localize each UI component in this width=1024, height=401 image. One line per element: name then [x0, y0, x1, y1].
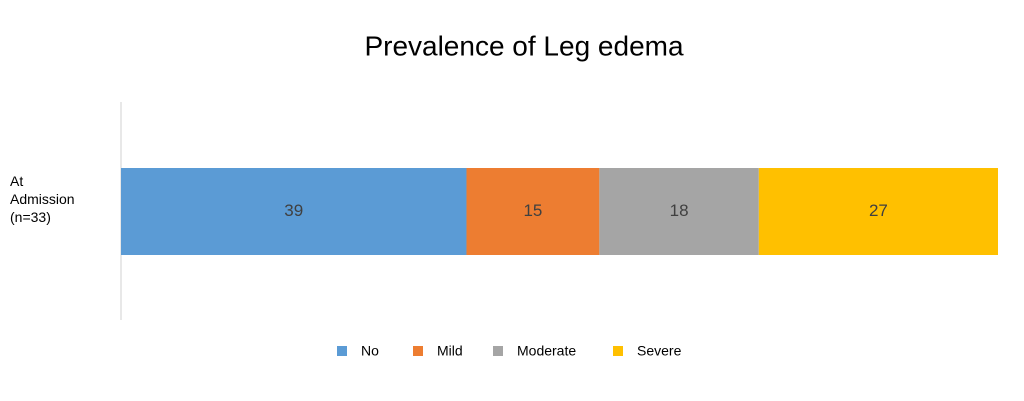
legend-label: Severe	[637, 343, 682, 359]
data-label: 27	[869, 201, 888, 220]
bar-segment	[599, 168, 759, 255]
data-label: 18	[670, 201, 689, 220]
category-label: At Admission (n=33)	[10, 173, 75, 225]
legend-swatch	[413, 346, 423, 356]
legend-swatch	[337, 346, 347, 356]
legend-label: No	[361, 343, 379, 359]
legend-label: Moderate	[517, 343, 576, 359]
legend-swatch	[493, 346, 503, 356]
bar-segment	[466, 168, 600, 255]
bar-segment	[758, 168, 998, 255]
data-label: 39	[284, 201, 303, 220]
data-label: 15	[523, 201, 542, 220]
bar-segment	[121, 168, 467, 255]
legend-label: Mild	[437, 343, 463, 359]
legend-swatch	[613, 346, 623, 356]
chart-title: Prevalence of Leg edema	[364, 30, 684, 61]
